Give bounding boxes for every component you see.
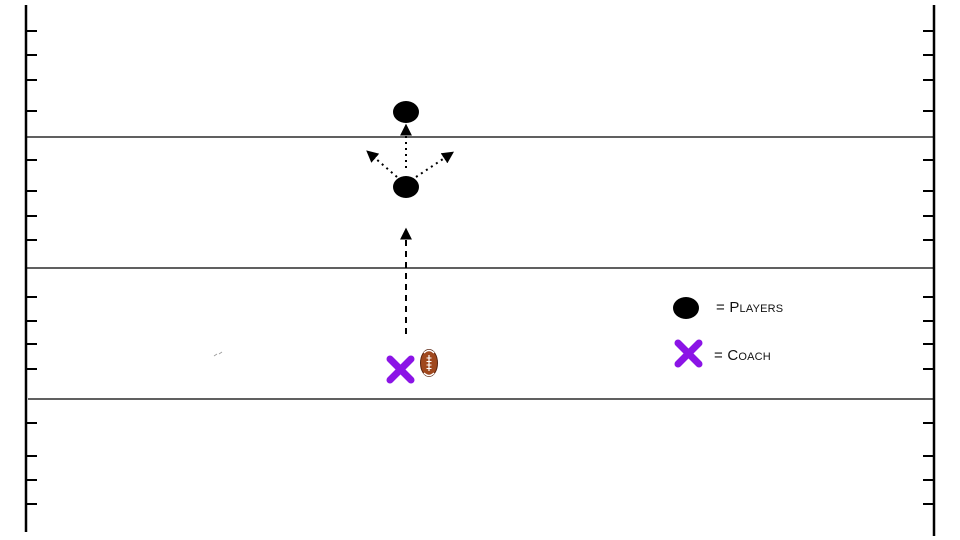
- route-arrow-right: [415, 151, 454, 178]
- player-icon: [393, 101, 419, 123]
- legend-coach-x-icon: [674, 339, 703, 368]
- coach-x-icon: [386, 355, 415, 384]
- legend-players-label: = Players: [716, 299, 784, 316]
- football-icon: [420, 349, 438, 377]
- stray-speck: [213, 351, 223, 357]
- route-arrow-left: [366, 150, 398, 178]
- legend-coach-label: = Coach: [714, 347, 771, 364]
- legend-player-icon: [673, 297, 699, 319]
- player-icon: [393, 176, 419, 198]
- hash-marks: [26, 30, 934, 505]
